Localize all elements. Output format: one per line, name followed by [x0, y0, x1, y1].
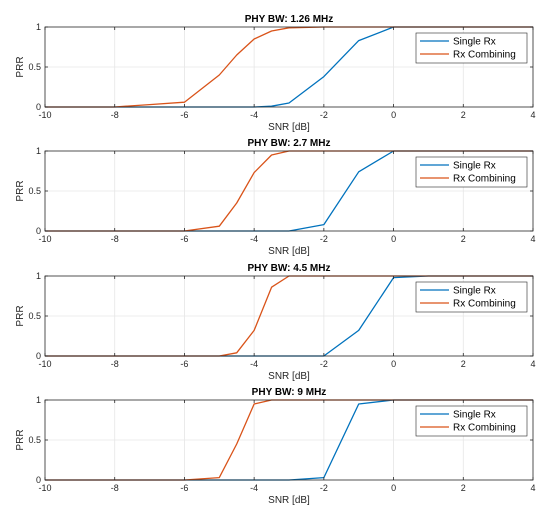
chart-1: -10 -8 -6 -4 -2 0 2 4 0 0.5 1 PHY BW: 1.26 MHz SNR [… — [15, 14, 536, 133]
x-tick-label: -8 — [111, 234, 119, 244]
x-tick-label: 2 — [461, 234, 466, 244]
x-tick-label: -2 — [320, 359, 328, 369]
x-tick-label: -10 — [38, 234, 51, 244]
x-tick-label: -4 — [250, 110, 258, 120]
x-tick-label: -6 — [180, 234, 188, 244]
legend-label-rx-combining: Rx Combining — [453, 299, 516, 310]
y-tick-label: 0.5 — [28, 62, 41, 72]
legend-label-single-rx: Single Rx — [453, 37, 496, 48]
x-tick-label: -2 — [320, 483, 328, 493]
x-tick-label: -2 — [320, 234, 328, 244]
legend-box — [415, 281, 528, 313]
chart-4: -10 -8 -6 -4 -2 0 2 4 0 0.5 1 PHY BW: 9 MHz SNR [dB]… — [15, 387, 536, 506]
x-axis-label: SNR [dB] — [268, 371, 310, 382]
x-tick-label: 0 — [391, 234, 396, 244]
y-tick-label: 1 — [36, 146, 41, 156]
x-axis-label: SNR [dB] — [268, 246, 310, 257]
x-tick-label: 2 — [461, 359, 466, 369]
legend: Single Rx Rx Combining — [415, 405, 528, 437]
x-tick-label: 4 — [530, 359, 535, 369]
legend-label-rx-combining: Rx Combining — [453, 423, 516, 434]
x-tick-label: -10 — [38, 359, 51, 369]
chart-title: PHY BW: 1.26 MHz — [245, 14, 334, 25]
x-tick-label: 4 — [530, 483, 535, 493]
chart-title: PHY BW: 2.7 MHz — [248, 138, 331, 149]
legend-label-single-rx: Single Rx — [453, 286, 496, 297]
y-tick-label: 0.5 — [28, 186, 41, 196]
x-axis-label: SNR [dB] — [268, 122, 310, 133]
y-tick-label: 1 — [36, 395, 41, 405]
x-axis-label: SNR [dB] — [268, 495, 310, 506]
y-tick-label: 1 — [36, 271, 41, 281]
x-tick-label: 0 — [391, 483, 396, 493]
y-axis-label: PRR — [15, 305, 26, 326]
y-tick-label: 0 — [36, 351, 41, 361]
x-tick-label: 4 — [530, 110, 535, 120]
y-axis-label: PRR — [15, 429, 26, 450]
y-tick-label: 0 — [36, 102, 41, 112]
chart-2: -10 -8 -6 -4 -2 0 2 4 0 0.5 1 PHY BW: 2.7 MHz SNR [d… — [15, 138, 536, 257]
y-tick-label: 0 — [36, 226, 41, 236]
x-tick-label: -10 — [38, 110, 51, 120]
x-tick-label: -4 — [250, 234, 258, 244]
legend: Single Rx Rx Combining — [415, 281, 528, 313]
x-tick-label: -2 — [320, 110, 328, 120]
x-tick-label: -6 — [180, 483, 188, 493]
y-tick-label: 1 — [36, 22, 41, 32]
legend-box — [415, 156, 528, 188]
chart-title: PHY BW: 9 MHz — [252, 387, 327, 398]
legend-box — [415, 32, 528, 64]
chart-3: -10 -8 -6 -4 -2 0 2 4 0 0.5 1 PHY BW: 4.5 MHz SNR [d… — [15, 263, 536, 382]
x-tick-label: -4 — [250, 483, 258, 493]
legend-label-single-rx: Single Rx — [453, 410, 496, 421]
legend-label-rx-combining: Rx Combining — [453, 50, 516, 61]
legend-label-single-rx: Single Rx — [453, 161, 496, 172]
x-tick-label: -4 — [250, 359, 258, 369]
x-tick-label: -8 — [111, 359, 119, 369]
x-tick-label: -6 — [180, 110, 188, 120]
chart-title: PHY BW: 4.5 MHz — [248, 263, 331, 274]
y-axis-label: PRR — [15, 56, 26, 77]
x-tick-label: 2 — [461, 110, 466, 120]
x-tick-label: -8 — [111, 110, 119, 120]
legend-box — [415, 405, 528, 437]
y-axis-label: PRR — [15, 180, 26, 201]
x-tick-label: -6 — [180, 359, 188, 369]
y-tick-label: 0 — [36, 475, 41, 485]
x-tick-label: 0 — [391, 359, 396, 369]
x-tick-label: 2 — [461, 483, 466, 493]
x-tick-label: 4 — [530, 234, 535, 244]
legend: Single Rx Rx Combining — [415, 156, 528, 188]
y-tick-label: 0.5 — [28, 435, 41, 445]
y-tick-label: 0.5 — [28, 311, 41, 321]
legend-label-rx-combining: Rx Combining — [453, 174, 516, 185]
x-tick-label: -8 — [111, 483, 119, 493]
legend: Single Rx Rx Combining — [415, 32, 528, 64]
x-tick-label: -10 — [38, 483, 51, 493]
x-tick-label: 0 — [391, 110, 396, 120]
